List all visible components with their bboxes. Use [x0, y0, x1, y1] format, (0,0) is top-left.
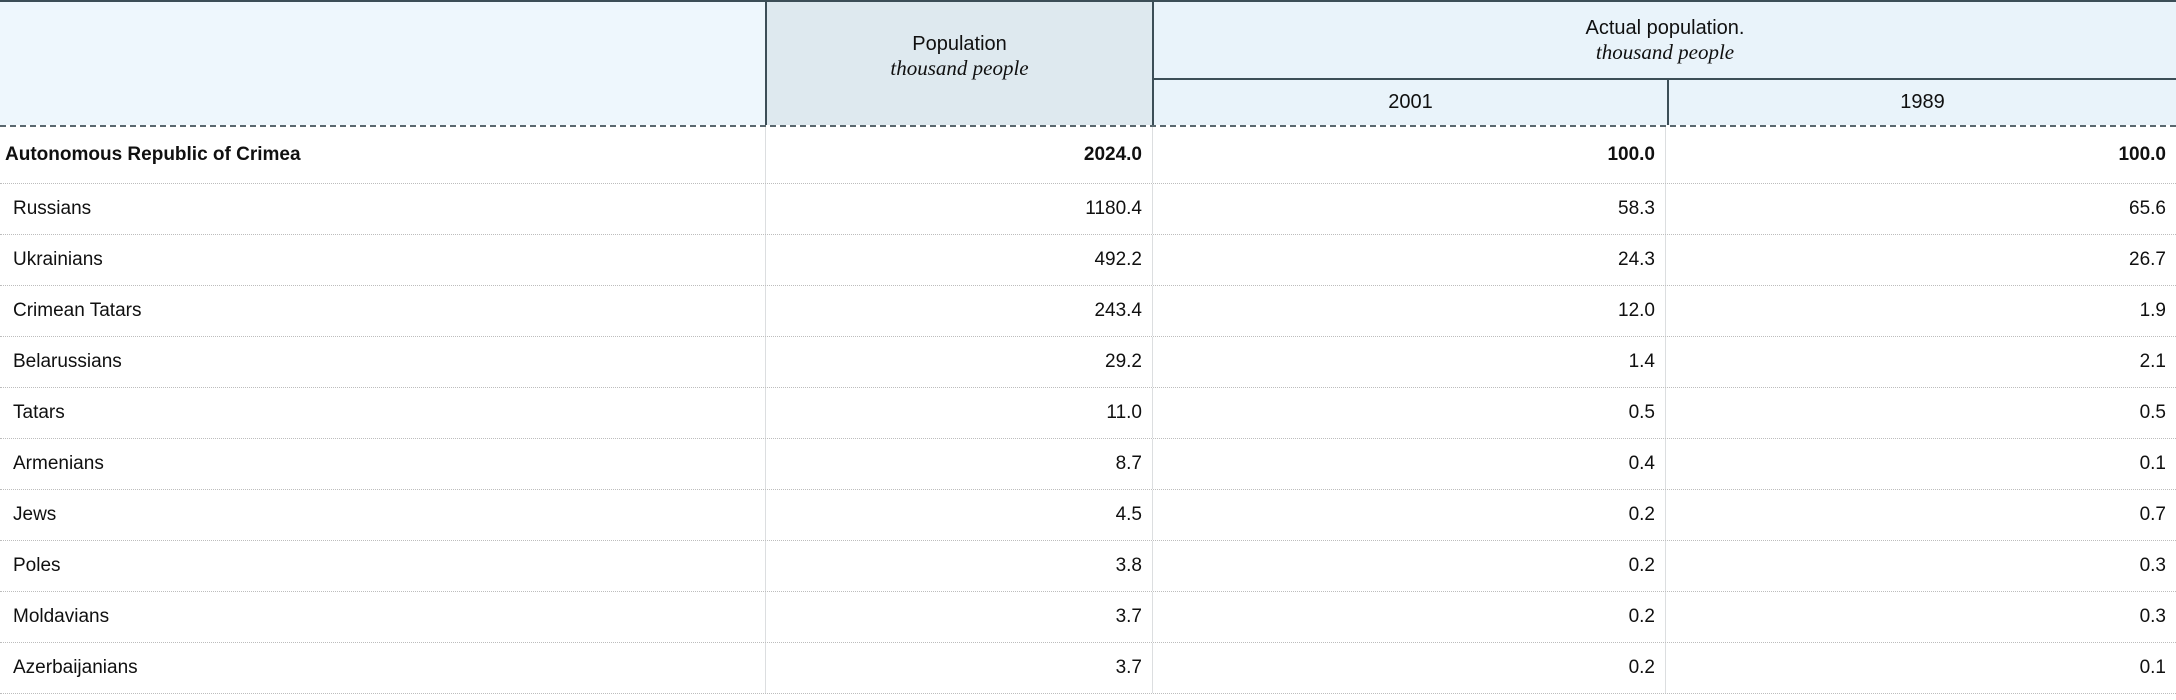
header-actual-population-cell: Actual population. thousand people 2001 …	[1152, 2, 2176, 125]
table-row: Tatars 11.0 0.5 0.5	[0, 388, 2176, 439]
ethnicity-label: Belarussians	[13, 351, 122, 372]
share-1989-value: 0.1	[1665, 439, 2176, 489]
share-2001-value: 58.3	[1152, 184, 1665, 234]
header-population-cell: Population thousand people	[765, 2, 1152, 125]
actual-population-title-cell: Actual population. thousand people	[1154, 2, 2176, 80]
year-column-2001: 2001	[1388, 91, 1433, 113]
share-2001-value: 100.0	[1152, 127, 1665, 183]
ethnicity-label: Armenians	[13, 453, 104, 474]
table-row: Poles 3.8 0.2 0.3	[0, 541, 2176, 592]
share-2001-value: 24.3	[1152, 235, 1665, 285]
share-2001-value: 0.2	[1152, 643, 1665, 693]
ethnicity-label: Azerbaijanians	[13, 657, 138, 678]
share-2001-value: 0.5	[1152, 388, 1665, 438]
share-1989-value: 1.9	[1665, 286, 2176, 336]
share-2001-value: 0.2	[1152, 541, 1665, 591]
share-2001-value: 0.2	[1152, 490, 1665, 540]
ethnicity-label: Jews	[13, 504, 57, 525]
share-1989-value: 2.1	[1665, 337, 2176, 387]
share-1989-value: 26.7	[1665, 235, 2176, 285]
share-1989-value: 65.6	[1665, 184, 2176, 234]
year-column-1989: 1989	[1667, 80, 2176, 125]
population-value: 8.7	[765, 439, 1152, 489]
share-1989-value: 0.7	[1665, 490, 2176, 540]
header-empty-cell	[0, 2, 765, 125]
population-value: 2024.0	[765, 127, 1152, 183]
population-value: 3.8	[765, 541, 1152, 591]
population-value: 243.4	[765, 286, 1152, 336]
ethnicity-label: Ukrainians	[13, 249, 103, 270]
ethnicity-label: Crimean Tatars	[13, 300, 142, 321]
ethnicity-label: Autonomous Republic of Crimea	[5, 144, 301, 165]
table-row: Ukrainians 492.2 24.3 26.7	[0, 235, 2176, 286]
table-row: Armenians 8.7 0.4 0.1	[0, 439, 2176, 490]
share-1989-value: 0.5	[1665, 388, 2176, 438]
table-header: Population thousand people Actual popula…	[0, 0, 2176, 127]
table-row: Azerbaijanians 3.7 0.2 0.1	[0, 643, 2176, 694]
ethnicity-label: Poles	[13, 555, 61, 576]
share-2001-value: 0.4	[1152, 439, 1665, 489]
actual-population-header-label: Actual population.	[1585, 16, 1745, 39]
ethnicity-label: Tatars	[13, 402, 65, 423]
ethnicity-label: Moldavians	[13, 606, 110, 627]
population-value: 29.2	[765, 337, 1152, 387]
share-1989-value: 0.1	[1665, 643, 2176, 693]
share-2001-value: 12.0	[1152, 286, 1665, 336]
table-row: Russians 1180.4 58.3 65.6	[0, 184, 2176, 235]
population-header-label: Population	[912, 33, 1007, 55]
population-value: 3.7	[765, 592, 1152, 642]
share-1989-value: 0.3	[1665, 592, 2176, 642]
ethnicity-label: Russians	[13, 198, 92, 219]
table-row: Autonomous Republic of Crimea 2024.0 100.0…	[0, 127, 2176, 184]
year-columns-row: 2001 1989	[1154, 80, 2176, 125]
table-row: Belarussians 29.2 1.4 2.1	[0, 337, 2176, 388]
share-2001-value: 0.2	[1152, 592, 1665, 642]
table-row: Moldavians 3.7 0.2 0.3	[0, 592, 2176, 643]
table-row: Crimean Tatars 243.4 12.0 1.9	[0, 286, 2176, 337]
share-1989-value: 0.3	[1665, 541, 2176, 591]
population-value: 1180.4	[765, 184, 1152, 234]
table-row: Jews 4.5 0.2 0.7	[0, 490, 2176, 541]
actual-population-header-unit: thousand people	[1595, 39, 1735, 64]
share-2001-value: 1.4	[1152, 337, 1665, 387]
population-value: 4.5	[765, 490, 1152, 540]
table-body: Autonomous Republic of Crimea 2024.0 100.0…	[0, 127, 2176, 694]
population-value: 11.0	[765, 388, 1152, 438]
population-header-unit: thousand people	[890, 56, 1029, 80]
share-1989-value: 100.0	[1665, 127, 2176, 183]
population-value: 3.7	[765, 643, 1152, 693]
population-value: 492.2	[765, 235, 1152, 285]
